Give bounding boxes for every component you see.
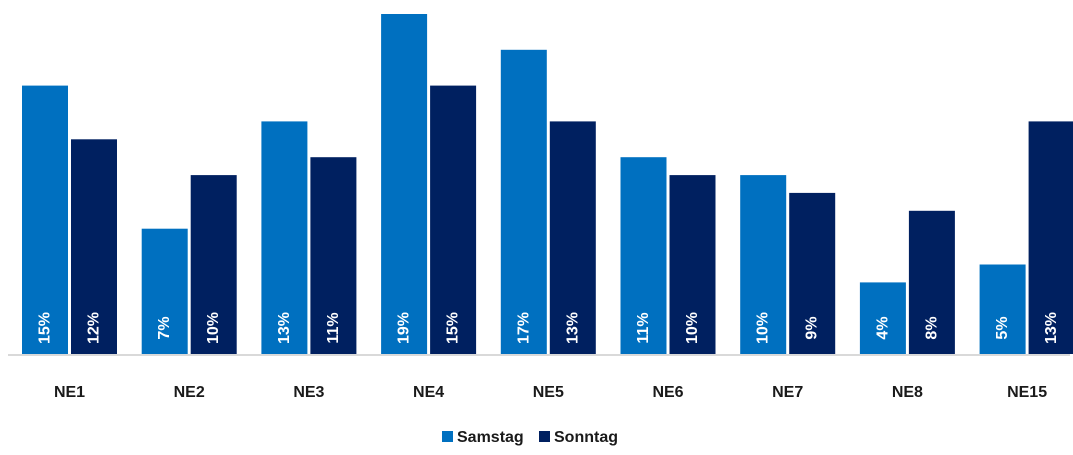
category-label-ne8: NE8	[892, 384, 923, 401]
data-label-sonntag-ne15: 13%	[1043, 312, 1060, 344]
bar-sonntag-ne15	[1028, 121, 1073, 355]
data-label-samstag-ne1: 15%	[37, 312, 54, 344]
bar-samstag-ne6	[620, 157, 667, 354]
category-label-ne3: NE3	[293, 384, 324, 401]
data-label-sonntag-ne6: 10%	[684, 312, 701, 344]
legend-label-samstag: Samstag	[457, 429, 524, 446]
bar-sonntag-ne7	[789, 192, 836, 354]
legend-swatch-sonntag	[539, 431, 550, 442]
data-label-samstag-ne8: 4%	[874, 316, 891, 339]
category-label-ne1: NE1	[54, 384, 85, 401]
bar-sonntag-ne3	[310, 157, 357, 354]
legend-label-sonntag: Sonntag	[554, 429, 618, 446]
data-label-samstag-ne4: 19%	[396, 312, 413, 344]
bar-samstag-ne3	[261, 121, 308, 355]
category-label-ne15: NE15	[1007, 384, 1047, 401]
category-label-ne5: NE5	[533, 384, 564, 401]
data-label-samstag-ne5: 17%	[515, 312, 532, 344]
bar-samstag-ne7	[740, 175, 787, 354]
data-label-sonntag-ne1: 12%	[86, 312, 103, 344]
category-label-ne7: NE7	[772, 384, 803, 401]
data-label-sonntag-ne8: 8%	[923, 316, 940, 339]
data-label-sonntag-ne7: 9%	[804, 316, 821, 339]
bar-sonntag-ne1	[71, 139, 117, 354]
data-label-samstag-ne7: 10%	[755, 312, 772, 344]
bars-group: 15% 12% 7% 10% 13% 11% 19% 15% 17% 13% 11% 10% 10% 9%…	[22, 14, 1073, 355]
category-labels: NE1 NE2 NE3 NE4 NE5 NE6 NE7 NE8 NE15	[54, 384, 1047, 401]
bar-sonntag-ne8	[908, 210, 955, 354]
category-label-ne2: NE2	[174, 384, 205, 401]
category-label-ne6: NE6	[652, 384, 683, 401]
bar-samstag-ne15	[979, 264, 1026, 354]
bar-samstag-ne5	[500, 49, 547, 355]
bar-samstag-ne2	[141, 228, 188, 354]
bar-samstag-ne8	[859, 282, 906, 354]
bar-sonntag-ne4	[430, 85, 477, 354]
category-label-ne4: NE4	[413, 384, 444, 401]
bar-sonntag-ne6	[669, 175, 716, 354]
data-label-sonntag-ne2: 10%	[205, 312, 222, 344]
bar-samstag-ne4	[381, 14, 428, 354]
legend: Samstag Sonntag	[442, 429, 618, 446]
bar-sonntag-ne2	[190, 175, 237, 354]
data-label-samstag-ne15: 5%	[994, 316, 1011, 339]
data-label-sonntag-ne3: 11%	[325, 312, 342, 343]
data-label-sonntag-ne4: 15%	[445, 312, 462, 344]
legend-swatch-samstag	[442, 431, 453, 442]
data-label-samstag-ne2: 7%	[156, 316, 173, 339]
data-label-sonntag-ne5: 13%	[564, 312, 581, 344]
bar-samstag-ne1	[22, 85, 68, 354]
data-label-samstag-ne3: 13%	[276, 312, 293, 344]
data-label-samstag-ne6: 11%	[635, 312, 652, 343]
bar-sonntag-ne5	[549, 121, 596, 355]
